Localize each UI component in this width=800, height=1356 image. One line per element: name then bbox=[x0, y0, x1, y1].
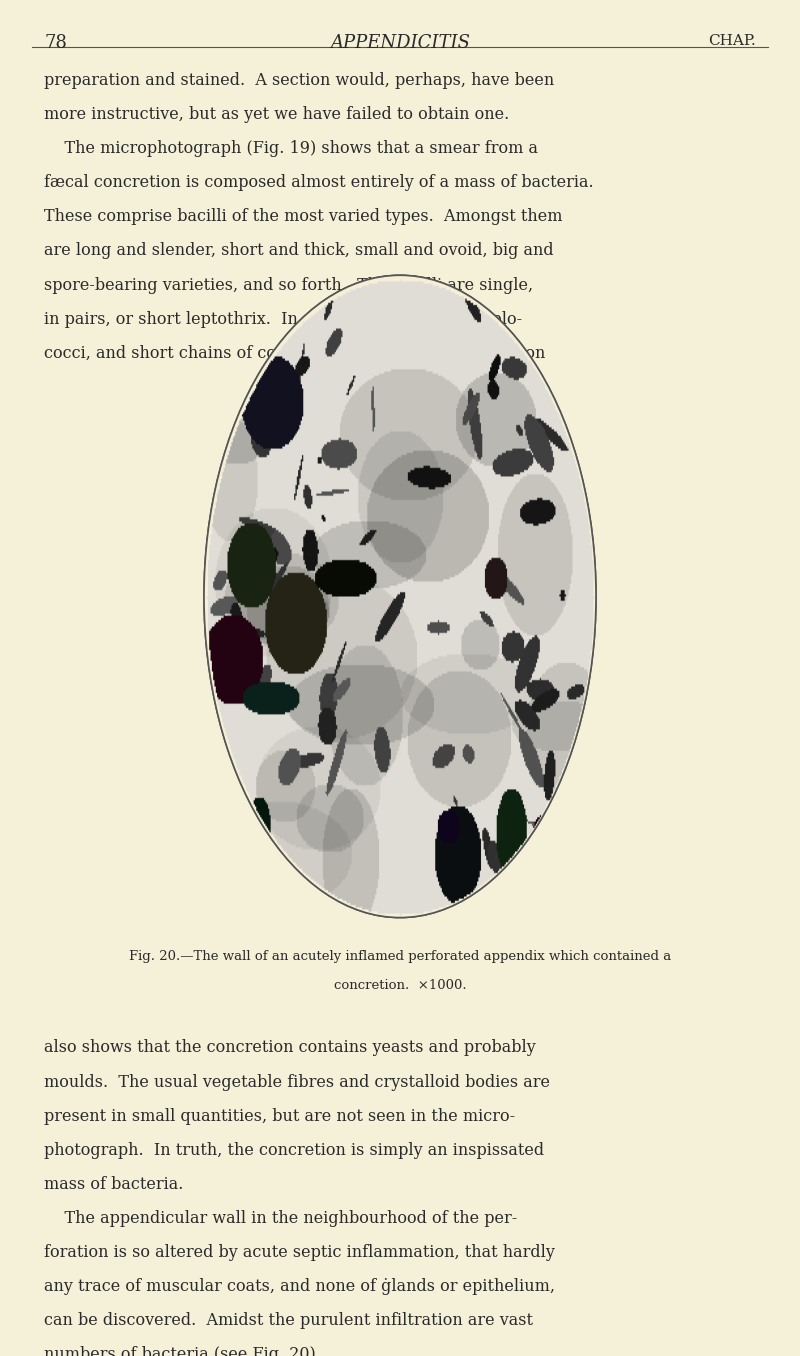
Text: any trace of muscular coats, and none of ġlands or epithelium,: any trace of muscular coats, and none of… bbox=[44, 1279, 555, 1295]
Text: moulds.  The usual vegetable fibres and crystalloid bodies are: moulds. The usual vegetable fibres and c… bbox=[44, 1074, 550, 1090]
Text: The microphotograph (Fig. 19) shows that a smear from a: The microphotograph (Fig. 19) shows that… bbox=[44, 140, 538, 157]
Text: 78: 78 bbox=[44, 34, 67, 52]
Text: are long and slender, short and thick, small and ovoid, big and: are long and slender, short and thick, s… bbox=[44, 243, 554, 259]
Text: Fig. 20.—The wall of an acutely inflamed perforated appendix which contained a: Fig. 20.—The wall of an acutely inflamed… bbox=[129, 951, 671, 963]
Text: more instructive, but as yet we have failed to obtain one.: more instructive, but as yet we have fai… bbox=[44, 106, 510, 123]
Text: in pairs, or short leptothrix.  In addition many cocci, diplo-: in pairs, or short leptothrix. In additi… bbox=[44, 311, 522, 328]
Text: cocci, and short chains of cocci are present.  The preparation: cocci, and short chains of cocci are pre… bbox=[44, 344, 546, 362]
Text: present in small quantities, but are not seen in the micro-: present in small quantities, but are not… bbox=[44, 1108, 515, 1124]
Text: foration is so altered by acute septic inflammation, that hardly: foration is so altered by acute septic i… bbox=[44, 1243, 555, 1261]
Text: numbers of bacteria (see Fig. 20).: numbers of bacteria (see Fig. 20). bbox=[44, 1347, 321, 1356]
Text: APPENDICITIS: APPENDICITIS bbox=[330, 34, 470, 52]
Text: can be discovered.  Amidst the purulent infiltration are vast: can be discovered. Amidst the purulent i… bbox=[44, 1313, 533, 1329]
Circle shape bbox=[204, 275, 596, 918]
Text: preparation and stained.  A section would, perhaps, have been: preparation and stained. A section would… bbox=[44, 72, 554, 89]
Text: fæcal concretion is composed almost entirely of a mass of bacteria.: fæcal concretion is composed almost enti… bbox=[44, 175, 594, 191]
Text: mass of bacteria.: mass of bacteria. bbox=[44, 1176, 183, 1193]
Text: photograph.  In truth, the concretion is simply an inspissated: photograph. In truth, the concretion is … bbox=[44, 1142, 544, 1159]
Text: The appendicular wall in the neighbourhood of the per-: The appendicular wall in the neighbourho… bbox=[44, 1210, 518, 1227]
Text: also shows that the concretion contains yeasts and probably: also shows that the concretion contains … bbox=[44, 1040, 536, 1056]
Text: CHAP.: CHAP. bbox=[708, 34, 756, 47]
Text: spore-bearing varieties, and so forth.  The bacilli are single,: spore-bearing varieties, and so forth. T… bbox=[44, 277, 533, 294]
Text: These comprise bacilli of the most varied types.  Amongst them: These comprise bacilli of the most varie… bbox=[44, 209, 562, 225]
Text: concretion.  ×1000.: concretion. ×1000. bbox=[334, 979, 466, 993]
